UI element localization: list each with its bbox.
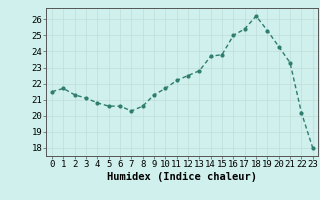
X-axis label: Humidex (Indice chaleur): Humidex (Indice chaleur) — [108, 172, 257, 182]
